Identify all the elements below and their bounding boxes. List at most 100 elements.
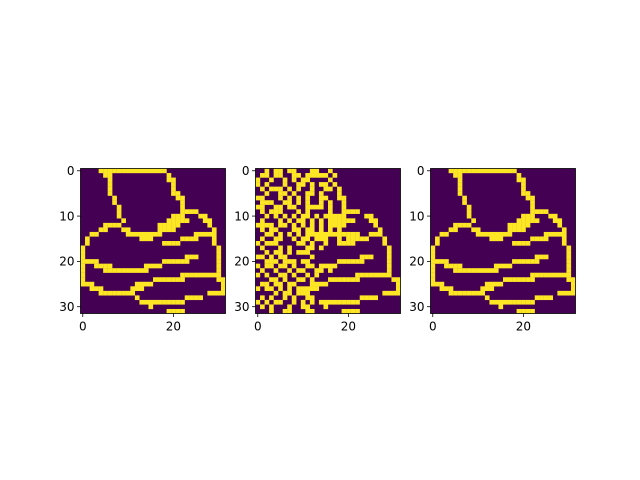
pixel-cell <box>116 222 122 228</box>
pixel-cell <box>171 186 176 192</box>
pixel-cell <box>314 281 320 287</box>
pixel-cell <box>305 308 311 314</box>
pixel-cell <box>570 281 576 287</box>
pixel-cell <box>300 290 306 296</box>
pixel-cell <box>112 195 117 201</box>
pixel-cell <box>521 259 526 264</box>
pixel-cell <box>435 281 440 287</box>
pixel-cell <box>332 299 338 305</box>
pixel-cell <box>391 277 397 282</box>
pixel-cell <box>300 304 306 310</box>
pixel-cell <box>80 277 86 282</box>
pixel-cell <box>278 286 283 291</box>
pixel-cell <box>530 277 535 282</box>
pixel-cell <box>287 200 292 205</box>
pixel-cell <box>350 209 356 214</box>
pixel-cell <box>116 290 122 296</box>
pixel-cell <box>287 286 292 291</box>
pixel-cell <box>309 218 315 224</box>
pixel-cell <box>278 173 283 178</box>
pixel-cell <box>189 254 194 260</box>
pixel-cell <box>395 281 401 287</box>
pixel-cell <box>543 254 549 260</box>
pixel-cell <box>337 241 342 246</box>
pixel-cell <box>291 227 297 233</box>
pixel-cell <box>287 268 292 273</box>
pixel-cell <box>309 241 315 246</box>
pixel-cell <box>430 277 436 282</box>
pixel-cell <box>323 231 329 237</box>
pixel-cell <box>318 245 324 251</box>
y-tick-label: 10 <box>59 209 74 223</box>
pixel-cell <box>570 277 576 282</box>
pixel-cell <box>534 254 540 260</box>
pixel-cell <box>521 227 526 233</box>
y-tick-label: 20 <box>59 255 74 269</box>
pixel-cell <box>525 277 531 282</box>
pixel-cell <box>309 277 315 282</box>
pixel-cell <box>264 200 270 205</box>
pixel-cell <box>350 299 356 305</box>
pixel-cell <box>530 195 535 201</box>
pixel-cell <box>539 254 544 260</box>
pixel-cell <box>471 268 476 273</box>
pixel-cell <box>193 272 199 278</box>
pixel-cell <box>180 200 185 205</box>
pixel-cell <box>269 227 274 233</box>
pixel-cell <box>269 295 274 301</box>
pixel-cell <box>305 204 311 210</box>
pixel-cell <box>296 182 301 187</box>
pixel-cell <box>395 286 401 291</box>
pixel-cell <box>323 281 329 287</box>
y-tick-label: 30 <box>59 300 74 314</box>
pixel-cell <box>296 268 301 273</box>
pixel-cell <box>157 299 163 305</box>
pixel-cell <box>471 227 476 233</box>
pixel-cell <box>134 268 140 273</box>
pixel-cell <box>368 213 374 219</box>
pixel-cell <box>305 286 311 291</box>
pixel-cell <box>300 177 306 183</box>
pixel-cell <box>386 245 392 251</box>
pixel-cell <box>264 250 270 255</box>
pixel-cell <box>489 299 495 305</box>
pixel-cell <box>516 218 522 224</box>
pixel-cell <box>337 259 342 264</box>
pixel-cell <box>525 218 531 224</box>
pixel-cell <box>386 272 392 278</box>
pixel-cell <box>260 227 265 233</box>
pixel-cell <box>255 272 261 278</box>
pixel-cell <box>530 308 535 314</box>
pixel-cell <box>287 290 292 296</box>
pixel-cell <box>341 222 347 228</box>
pixel-cell <box>260 281 265 287</box>
pixel-cell <box>282 290 288 296</box>
pixel-cell <box>489 236 495 242</box>
pixel-cell <box>198 272 203 278</box>
pixel-cell <box>300 277 306 282</box>
pixel-cell <box>193 231 199 237</box>
pixel-cell <box>220 286 226 291</box>
pixel-cell <box>512 259 517 264</box>
pixel-cell <box>359 254 365 260</box>
pixel-cell <box>430 250 436 255</box>
pixel-cell <box>107 222 113 228</box>
pixel-cell <box>337 213 342 219</box>
pixel-cell <box>350 241 356 246</box>
pixel-cell <box>525 259 531 264</box>
pixel-cell <box>162 227 167 233</box>
pixel-cell <box>318 182 324 187</box>
pixel-cell <box>287 204 292 210</box>
pixel-cell <box>282 277 288 282</box>
pixel-cell <box>448 290 454 296</box>
pixel-cell <box>328 268 333 273</box>
pixel-cell <box>296 286 301 291</box>
pixel-cell <box>103 227 108 233</box>
pixel-cell <box>273 259 279 264</box>
pixel-cell <box>489 231 495 237</box>
pixel-cell <box>521 186 526 192</box>
pixel-cell <box>171 277 176 282</box>
pixel-cell <box>309 227 315 233</box>
pixel-cell <box>309 254 315 260</box>
